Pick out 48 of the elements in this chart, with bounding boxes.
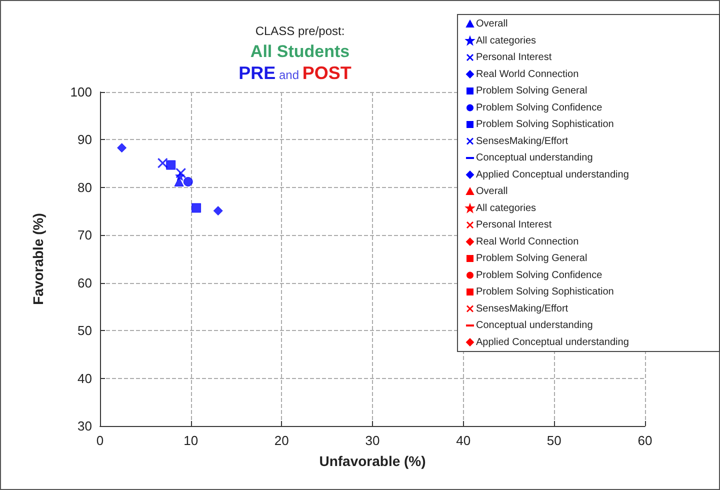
legend-label: Applied Conceptual understanding — [476, 169, 629, 180]
legend-label: Overall — [476, 18, 508, 30]
legend-label: Personal Interest — [476, 220, 552, 230]
point — [166, 160, 176, 170]
y-tick-label: 100 — [70, 84, 92, 100]
legend-label: Conceptual understanding — [476, 320, 593, 331]
y-tick-label: 60 — [78, 275, 92, 290]
point — [174, 176, 184, 186]
legend-label: Problem Solving Confidence — [476, 270, 603, 281]
point — [183, 176, 193, 186]
x-tick-label: 0 — [96, 433, 104, 448]
chart-title: CLASS pre/post: — [255, 24, 345, 38]
legend-label: Problem Solving Confidence — [476, 102, 603, 114]
point — [192, 203, 202, 213]
y-tick-label: 40 — [78, 370, 92, 386]
y-tick-label: 30 — [78, 418, 92, 434]
x-tick-label: 40 — [456, 433, 471, 448]
legend-label: Overall — [476, 186, 508, 197]
x-tick-label: 20 — [274, 433, 289, 448]
legend-label: Problem Solving General — [476, 86, 588, 96]
y-axis-title: Favorable (%) — [30, 213, 46, 305]
legend-label: Real World Connection — [476, 236, 579, 248]
y-tick-label: 90 — [78, 132, 92, 148]
x-axis-title: Unfavorable (%) — [319, 453, 426, 469]
point — [213, 206, 223, 216]
legend-label: Real World Connection — [476, 68, 579, 80]
point — [176, 168, 186, 178]
x-tick-label: 60 — [638, 433, 652, 448]
point — [117, 143, 127, 153]
legend-label: All categories — [476, 202, 536, 214]
point — [157, 158, 168, 168]
y-tick-label: 70 — [78, 228, 92, 243]
legend-label: Personal Interest — [476, 52, 552, 63]
chart-subtitle: All Students — [250, 42, 350, 61]
legend-label: Applied Conceptual understanding — [476, 336, 629, 348]
legend-label: Conceptual understanding — [476, 152, 593, 164]
legend-label: SensesMaking/Effort — [476, 136, 568, 147]
legend-label: Problem Solving Sophistication — [476, 286, 614, 298]
x-tick-label: 10 — [184, 433, 198, 448]
legend-label: Problem Solving General — [476, 253, 588, 264]
y-tick-label: 50 — [78, 323, 92, 338]
text: PRE and POST — [238, 63, 352, 83]
x-tick-label: 50 — [546, 433, 562, 448]
legend-label: All categories — [476, 35, 536, 46]
legend-label: SensesMaking/Effort — [476, 303, 568, 314]
x-tick-label: 30 — [365, 433, 380, 448]
legend-label: Problem Solving Sophistication — [476, 119, 614, 130]
y-tick-label: 80 — [78, 180, 92, 195]
